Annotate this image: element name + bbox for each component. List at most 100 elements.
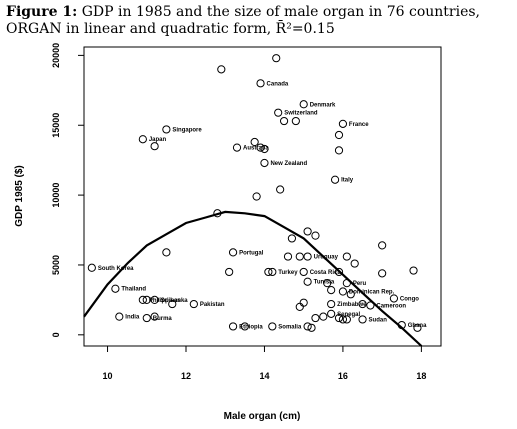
data-point	[334, 130, 344, 140]
data-point	[252, 192, 261, 201]
data-point	[279, 116, 289, 126]
point-label: Australia	[243, 146, 269, 152]
data-point	[350, 259, 359, 268]
data-point	[142, 313, 151, 323]
point-label: Burma	[153, 316, 173, 322]
data-point	[138, 135, 147, 144]
point-label: Italy	[341, 178, 354, 184]
data-point	[142, 295, 151, 304]
data-point	[260, 144, 269, 154]
data-point	[232, 143, 242, 152]
data-point	[358, 299, 367, 309]
data-point	[342, 315, 351, 324]
data-point	[87, 263, 96, 272]
data-point	[342, 252, 351, 261]
data-point	[397, 320, 406, 330]
data-point	[240, 322, 249, 331]
data-point	[338, 315, 348, 324]
x-tick-label: 18	[416, 371, 426, 381]
point-label: Switzerland	[284, 111, 318, 117]
data-point	[330, 175, 340, 184]
data-point	[283, 252, 293, 261]
data-point	[217, 65, 226, 74]
y-tick-label: 5000	[51, 255, 61, 275]
point-label: Tunisia	[314, 280, 335, 286]
data-point	[287, 234, 297, 243]
data-point	[346, 290, 355, 299]
point-label: Singapore	[172, 127, 202, 133]
data-point	[115, 312, 124, 321]
point-label: Congo	[400, 296, 419, 302]
data-point	[299, 267, 308, 277]
data-point	[327, 286, 336, 295]
data-point	[327, 309, 336, 318]
point-label: France	[349, 122, 369, 128]
data-point	[274, 108, 283, 117]
x-tick-label: 12	[181, 371, 191, 381]
data-point	[338, 119, 348, 128]
data-point	[295, 302, 304, 311]
data-point	[303, 252, 312, 261]
x-tick-label: 16	[338, 371, 348, 381]
data-point	[311, 231, 320, 240]
x-tick-label: 14	[259, 371, 269, 381]
data-point	[268, 267, 277, 277]
data-point	[334, 146, 344, 155]
y-tick-label: 0	[51, 332, 61, 337]
point-label: Turkey	[278, 270, 298, 276]
point-label: Ghana	[408, 323, 427, 329]
data-point	[378, 269, 387, 278]
point-label: Canada	[267, 81, 289, 87]
data-point	[260, 158, 269, 168]
point-label: Denmark	[310, 102, 336, 108]
point-label: Japan	[149, 137, 167, 143]
data-point	[291, 116, 300, 126]
point-label: Sudan	[369, 317, 388, 323]
data-point	[327, 299, 336, 309]
point-label: Costa Rica	[310, 270, 342, 276]
data-point	[111, 284, 120, 293]
data-point	[228, 322, 238, 331]
data-point	[264, 267, 273, 277]
figure-caption: Figure 1: GDP in 1985 and the size of ma…	[6, 4, 512, 38]
figure-label: Figure 1:	[6, 4, 78, 20]
data-point	[189, 299, 198, 309]
data-point	[268, 322, 277, 331]
data-point	[413, 323, 422, 332]
point-label: South Korea	[98, 266, 134, 272]
data-point	[272, 54, 281, 63]
point-label: Senegal	[337, 312, 360, 318]
y-axis-label: GDP 1985 ($)	[14, 165, 25, 227]
point-label: Cameroon	[376, 303, 406, 309]
y-axis: 0 5000 10000 15000 20000	[51, 43, 84, 337]
x-tick-label: 10	[103, 371, 113, 381]
point-label: Uruguay	[314, 255, 339, 261]
y-tick-label: 15000	[51, 113, 61, 138]
point-label: Somalia	[278, 324, 302, 330]
point-label: Pakistan	[200, 302, 225, 308]
data-point	[295, 252, 304, 261]
data-point	[303, 322, 312, 331]
data-point	[228, 248, 238, 257]
data-point	[162, 125, 171, 134]
data-point	[389, 294, 399, 303]
y-tick-label: 20000	[51, 43, 61, 68]
data-point	[319, 312, 328, 321]
data-point	[256, 143, 265, 152]
data-point	[342, 279, 351, 288]
data-point	[311, 313, 320, 323]
point-label: Zimbabwe	[337, 302, 367, 308]
point-label: Philippines	[149, 298, 182, 304]
point-label: Peru	[353, 281, 367, 287]
data-point	[150, 312, 159, 321]
data-point	[150, 142, 159, 151]
data-point	[225, 267, 234, 277]
x-axis-label: Male organ (cm)	[224, 411, 301, 422]
data-point	[303, 277, 312, 286]
data-point	[138, 295, 147, 304]
data-point	[323, 279, 332, 288]
point-label: New Zealand	[270, 161, 307, 167]
data-point	[150, 295, 159, 304]
data-point	[409, 266, 418, 275]
